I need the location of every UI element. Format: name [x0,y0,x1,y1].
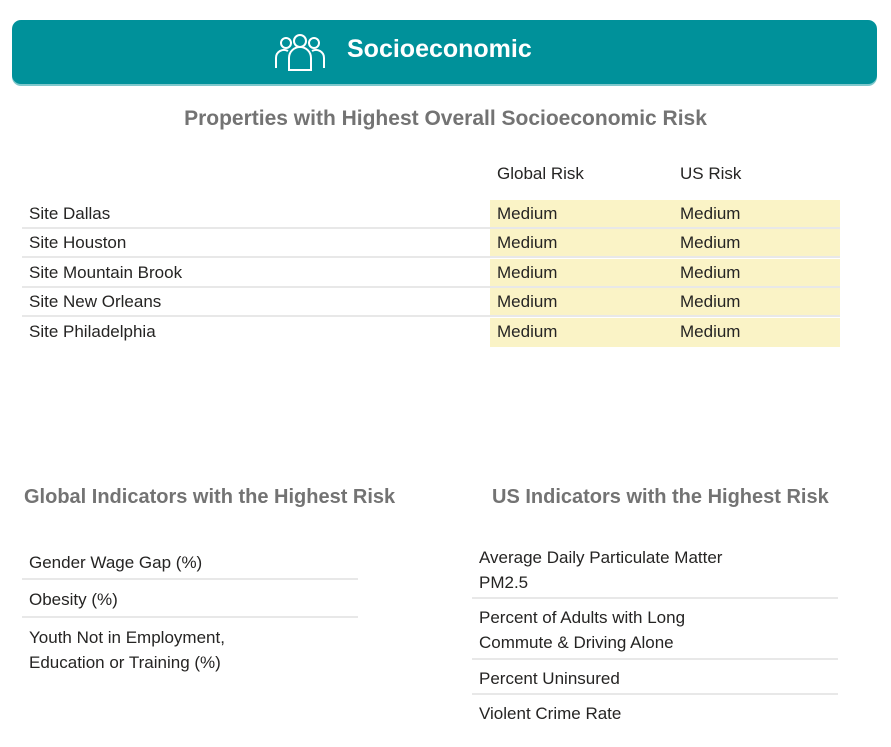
global-risk-value: Medium [497,204,558,223]
site-name: Site Philadelphia [29,322,156,341]
table-row: Site Dallas Medium Medium [22,200,840,229]
global-indicators-title: Global Indicators with the Highest Risk [24,486,396,508]
global-risk-value: Medium [497,292,558,311]
us-risk-value: Medium [680,204,741,223]
global-indicator-item: Youth Not in Employment, Education or Tr… [29,628,225,672]
site-name: Site Houston [29,233,127,252]
global-indicator-item: Gender Wage Gap (%) [22,547,358,580]
column-header-us-risk: US Risk [680,164,742,183]
site-name: Site New Orleans [29,292,162,311]
us-indicator-item: Percent of Adults with Long Commute & Dr… [472,599,838,660]
us-risk-value: Medium [680,292,741,311]
site-name: Site Mountain Brook [29,263,183,282]
section-header: Socioeconomic [12,20,877,84]
table-row: Site Houston Medium Medium [22,229,840,258]
people-group-icon [274,34,326,71]
global-risk-value: Medium [497,322,558,341]
table-row: Site New Orleans Medium Medium [22,288,840,317]
us-indicator-item: Average Daily Particulate Matter PM2.5 [472,543,838,599]
us-indicators-title: US Indicators with the Highest Risk [492,486,829,508]
risk-highlight [490,318,840,347]
properties-title: Properties with Highest Overall Socioeco… [184,107,707,130]
global-risk-value: Medium [497,263,558,282]
global-risk-value: Medium [497,233,558,252]
header-title: Socioeconomic [347,35,532,63]
table-row: Site Mountain Brook Medium Medium [22,259,840,288]
risk-highlight [490,200,840,227]
us-risk-value: Medium [680,322,741,341]
table-row: Site Philadelphia Medium Medium [22,318,840,347]
global-indicator-item: Obesity (%) [22,580,358,618]
risk-highlight [490,259,840,286]
us-indicator-item: Violent Crime Rate [479,704,622,723]
us-risk-value: Medium [680,263,741,282]
us-risk-value: Medium [680,233,741,252]
site-name: Site Dallas [29,204,111,223]
us-indicator-item: Percent Uninsured [472,660,838,695]
risk-highlight [490,288,840,315]
column-header-global-risk: Global Risk [497,164,584,183]
risk-highlight [490,229,840,256]
